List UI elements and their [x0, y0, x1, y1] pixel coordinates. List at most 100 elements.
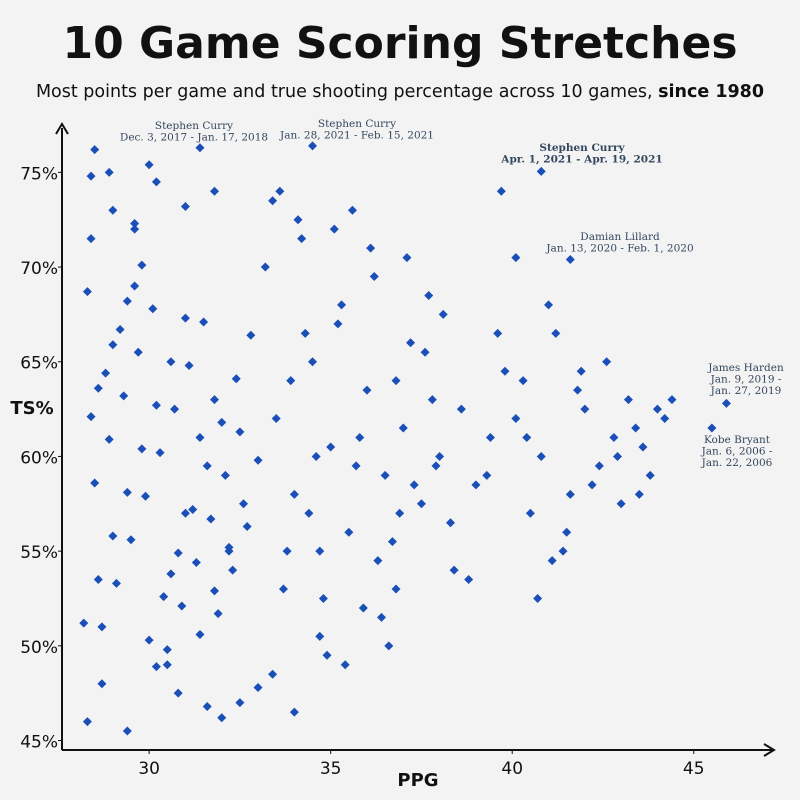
point — [253, 455, 263, 465]
point — [289, 707, 299, 717]
point — [162, 660, 172, 670]
subtitle-bold: since 1980 — [658, 82, 764, 102]
point — [202, 701, 212, 711]
point — [235, 698, 245, 708]
point — [347, 205, 357, 215]
point — [551, 328, 561, 338]
point — [616, 499, 626, 509]
point — [398, 423, 408, 433]
point — [195, 629, 205, 639]
point — [536, 166, 546, 176]
x-tick-label: 45 — [683, 759, 705, 779]
point — [456, 404, 466, 414]
point — [308, 141, 318, 151]
point — [195, 143, 205, 153]
point — [162, 645, 172, 655]
point — [337, 300, 347, 310]
point — [286, 376, 296, 386]
x-axis-arrow — [763, 743, 776, 757]
y-tick-label: 70% — [20, 259, 58, 279]
point — [206, 514, 216, 524]
point — [86, 412, 96, 422]
annotation: Jan. 6, 2006 - — [701, 446, 773, 458]
point — [518, 376, 528, 386]
point — [137, 260, 147, 270]
point — [93, 383, 103, 393]
point — [511, 414, 521, 424]
y-tick-label: 60% — [20, 448, 58, 468]
point — [438, 309, 448, 319]
point — [355, 433, 365, 442]
point — [235, 427, 245, 437]
point — [180, 313, 190, 323]
point — [195, 433, 205, 442]
point — [268, 669, 278, 679]
annotation: James Harden — [707, 362, 784, 374]
point — [362, 385, 372, 395]
point — [209, 395, 219, 405]
point — [97, 622, 107, 632]
point — [79, 618, 89, 628]
point — [148, 304, 158, 314]
point — [130, 281, 140, 291]
y-tick-label: 75% — [20, 164, 58, 184]
point — [82, 717, 92, 727]
point — [308, 357, 318, 367]
point — [246, 330, 256, 340]
annotation: Jan. 22, 2006 — [701, 457, 773, 469]
point — [623, 395, 633, 405]
point — [391, 584, 401, 594]
point — [493, 328, 503, 338]
point — [326, 442, 336, 452]
point — [660, 414, 670, 424]
point — [282, 546, 292, 556]
point — [173, 688, 183, 698]
point — [224, 546, 234, 556]
annotation: Stephen Curry — [318, 118, 396, 130]
point — [652, 404, 662, 414]
point — [609, 433, 619, 442]
point — [471, 480, 481, 490]
point — [634, 489, 644, 499]
point — [573, 385, 583, 395]
point — [525, 508, 535, 518]
point — [631, 423, 641, 433]
point — [435, 451, 445, 461]
point — [511, 253, 521, 263]
annotation: Kobe Bryant — [704, 434, 771, 446]
point — [300, 328, 310, 338]
point — [217, 713, 227, 723]
point — [406, 338, 416, 348]
subtitle: Most points per game and true shooting p… — [36, 82, 653, 102]
point — [384, 641, 394, 651]
point — [108, 340, 118, 350]
point — [260, 262, 270, 272]
y-tick-label: 50% — [20, 638, 58, 658]
point — [496, 186, 506, 196]
point — [130, 224, 140, 234]
point — [202, 461, 212, 471]
point — [449, 565, 459, 575]
point — [340, 660, 350, 670]
point — [97, 679, 107, 689]
point — [173, 548, 183, 558]
annotation: Jan. 27, 2019 — [710, 385, 782, 397]
point — [311, 451, 321, 461]
point — [166, 569, 176, 579]
point — [645, 470, 655, 480]
point — [90, 478, 100, 488]
point — [108, 205, 118, 215]
x-tick-label: 30 — [138, 759, 160, 779]
point — [318, 593, 328, 603]
point — [137, 444, 147, 454]
point — [213, 609, 223, 619]
point — [322, 650, 332, 660]
point — [217, 417, 227, 427]
point — [133, 347, 143, 357]
point — [304, 508, 314, 518]
point — [253, 683, 263, 692]
point — [242, 522, 252, 532]
chart-subtitle: Most points per game and true shooting p… — [36, 82, 764, 102]
point — [220, 470, 230, 480]
